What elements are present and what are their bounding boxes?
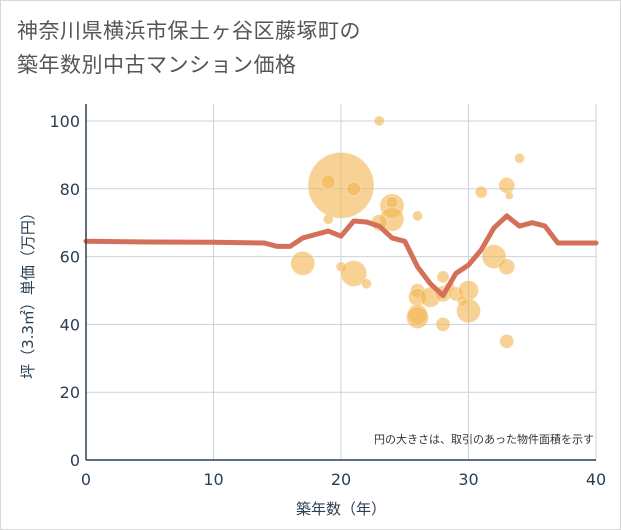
y-tick-label: 60 — [60, 248, 80, 267]
transaction-bubble — [435, 316, 451, 332]
transaction-bubble — [322, 213, 334, 225]
transaction-bubble — [307, 151, 375, 219]
x-tick-label: 20 — [331, 470, 351, 489]
title-line-1: 神奈川県横浜市保土ヶ谷区藤塚町の — [17, 19, 361, 43]
trend-line-layer — [83, 213, 599, 299]
x-tick-label: 0 — [81, 470, 91, 489]
transaction-bubble — [499, 333, 515, 349]
transaction-bubble — [361, 278, 372, 290]
transaction-bubble — [504, 191, 514, 201]
y-tick-label: 80 — [60, 180, 80, 199]
y-axis-label: 坪（3.3㎡）単価（万円） — [19, 205, 37, 379]
transaction-bubble — [498, 176, 516, 194]
y-tick-label: 100 — [49, 112, 80, 131]
transaction-bubble — [474, 185, 488, 199]
y-tick-label: 0 — [70, 451, 80, 470]
y-tick-label: 20 — [60, 383, 80, 402]
transaction-bubble — [412, 210, 423, 222]
transaction-bubble — [385, 195, 399, 209]
transaction-bubble — [498, 258, 516, 276]
x-tick-label: 30 — [458, 470, 478, 489]
x-axis-label: 築年数（年） — [296, 500, 386, 518]
x-tick-label: 10 — [203, 470, 223, 489]
title-line-2: 築年数別中古マンション価格 — [17, 53, 297, 77]
transaction-bubble — [456, 298, 481, 324]
bubble-layer — [290, 115, 525, 349]
y-tick-label: 40 — [60, 315, 80, 334]
transaction-bubble — [514, 152, 525, 164]
transaction-bubble — [290, 250, 316, 276]
transaction-bubble — [406, 306, 429, 330]
transaction-bubble — [346, 181, 362, 197]
chart-title: 神奈川県横浜市保土ヶ谷区藤塚町の 築年数別中古マンション価格 — [17, 14, 361, 82]
transaction-bubble — [436, 270, 450, 284]
size-legend-note: 円の大きさは、取引のあった物件面積を示す — [374, 432, 594, 446]
axes — [85, 104, 596, 461]
tick-labels: 0 20 40 60 80 100 0 10 20 30 40 — [49, 112, 606, 489]
x-tick-label: 40 — [586, 470, 606, 489]
transaction-bubble — [340, 260, 368, 288]
average-price-line — [83, 213, 599, 299]
transaction-bubble — [320, 174, 336, 190]
transaction-bubble — [373, 115, 385, 127]
